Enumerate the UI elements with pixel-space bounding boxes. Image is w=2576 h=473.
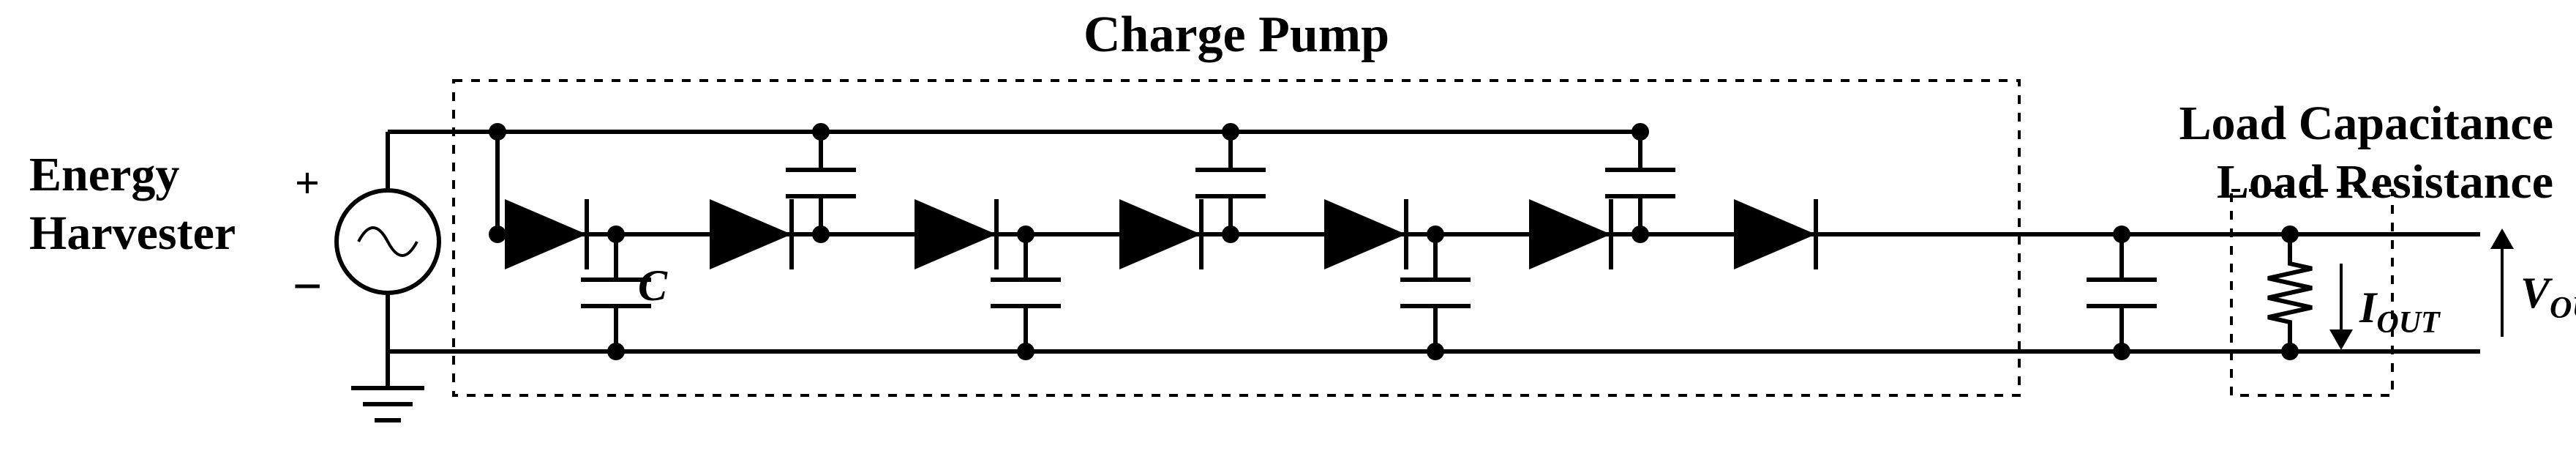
node-dot xyxy=(1017,226,1034,243)
wire xyxy=(2268,249,2312,337)
minus-label: − xyxy=(292,257,322,316)
node-dot xyxy=(812,226,830,243)
node-dot xyxy=(1222,226,1239,243)
sine-icon xyxy=(358,228,417,256)
node-dot xyxy=(607,226,625,243)
plus-label: + xyxy=(295,159,320,207)
i-out-label: IOUT xyxy=(2359,283,2441,340)
energy-label: Energy xyxy=(29,148,179,201)
node-dot xyxy=(489,226,506,243)
load-resistance-label: Load Resistance xyxy=(2217,155,2553,209)
capacitor-C-label: C xyxy=(638,261,668,310)
node-dot xyxy=(1017,343,1034,360)
charge-pump-title: Charge Pump xyxy=(1084,7,1389,63)
node-dot xyxy=(1427,343,1444,360)
v-out-label: VOUT xyxy=(2520,269,2576,325)
node-dot xyxy=(489,123,506,141)
node-dot xyxy=(607,343,625,360)
load-capacitance-label: Load Capacitance xyxy=(2179,97,2554,150)
harvester-label: Harvester xyxy=(29,206,236,260)
node-dot xyxy=(1631,226,1649,243)
node-dot xyxy=(1427,226,1444,243)
